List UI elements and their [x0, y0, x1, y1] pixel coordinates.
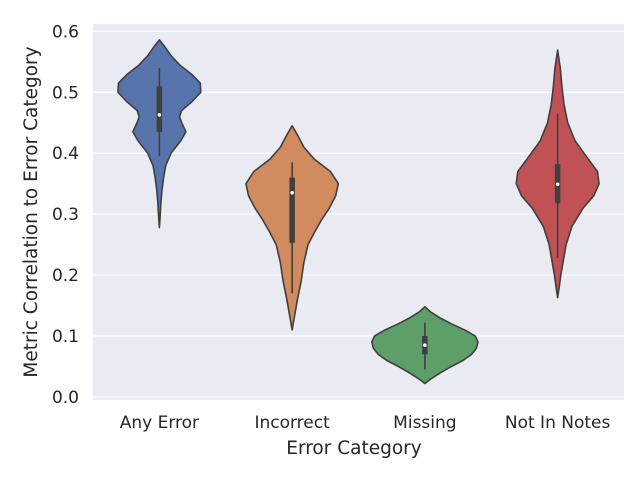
x-axis-label: Error Category — [286, 438, 422, 459]
violin-median-point — [423, 343, 427, 347]
y-tick-label: 0.2 — [52, 266, 79, 286]
y-tick-labels: 0.0 0.1 0.2 0.3 0.4 0.5 0.6 — [52, 22, 79, 408]
x-tick-label: Any Error — [120, 413, 199, 433]
gridlines — [93, 30, 624, 398]
y-tick-label: 0.0 — [52, 388, 79, 408]
violin-median-point — [290, 191, 294, 195]
violin-median-point — [555, 182, 560, 187]
y-tick-label: 0.5 — [52, 83, 79, 103]
y-tick-label: 0.4 — [52, 144, 79, 164]
y-tick-label: 0.6 — [52, 22, 79, 42]
x-tick-labels: Any Error Incorrect Missing Not In Notes — [120, 413, 611, 433]
violin-median-point — [157, 113, 162, 117]
y-tick-label: 0.1 — [52, 327, 79, 347]
violins — [117, 39, 600, 385]
x-tick-label: Missing — [393, 413, 456, 433]
x-tick-label: Incorrect — [254, 413, 330, 433]
y-axis-label: Metric Correlation to Error Category — [21, 46, 42, 377]
y-tick-label: 0.3 — [52, 205, 79, 225]
x-tick-label: Not In Notes — [505, 413, 611, 433]
